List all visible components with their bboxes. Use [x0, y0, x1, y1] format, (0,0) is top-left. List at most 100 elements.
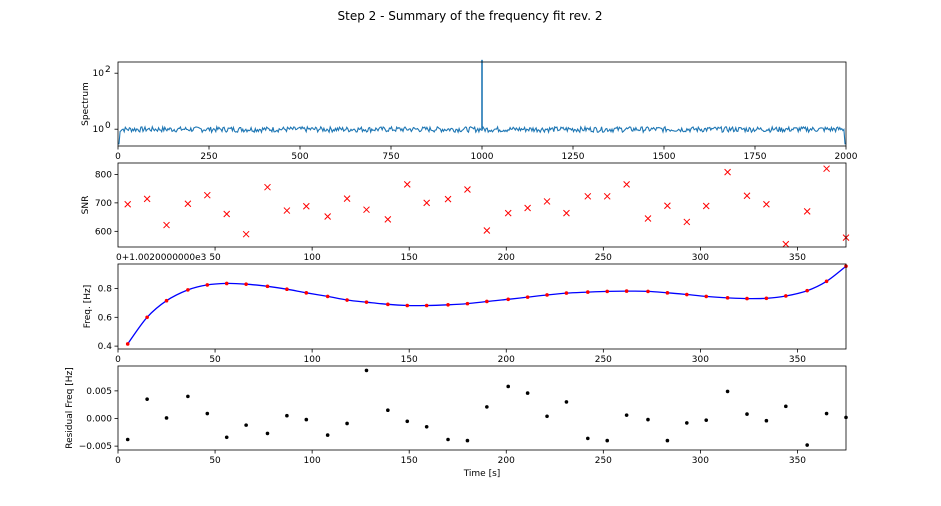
x-tick-label: 250: [200, 152, 217, 162]
snr-point: [543, 198, 551, 205]
x-tick-label: 350: [789, 355, 806, 365]
residual-point: [186, 394, 190, 399]
y-tick-label: 10: [93, 125, 105, 135]
residual-point: [586, 436, 590, 441]
residual-point: [725, 389, 730, 394]
snr-point: [483, 227, 491, 234]
frequency-point: [745, 296, 749, 301]
x-tick-label: 350: [789, 456, 806, 466]
frequency-point: [605, 289, 610, 294]
frequency-point: [525, 295, 530, 299]
residual-point: [685, 421, 689, 425]
residual-point: [304, 417, 309, 422]
frequency-point: [364, 300, 369, 304]
x-tick-label: 100: [304, 456, 321, 466]
residual-point: [405, 419, 410, 424]
x-offset-label: 0+1.0020000000e3: [116, 253, 206, 263]
snr-point: [683, 218, 691, 226]
frequency-point: [205, 283, 210, 287]
residual-point: [624, 413, 629, 417]
y-tick-exponent: 2: [105, 65, 111, 75]
residual-point: [164, 416, 169, 420]
snr-point: [464, 186, 471, 193]
frequency-point: [446, 302, 450, 307]
snr-point: [423, 199, 431, 207]
residual-point: [745, 412, 749, 416]
residual-point: [446, 437, 450, 442]
frequency-point: [424, 303, 429, 308]
snr-point: [343, 195, 351, 202]
frequency-point: [624, 289, 629, 293]
frequency-point: [564, 291, 569, 295]
y-tick-label: 700: [95, 199, 112, 209]
x-tick-label: 0: [115, 152, 121, 162]
x-tick-label: 150: [401, 355, 418, 365]
frequency-point: [704, 294, 709, 299]
residual-point: [224, 435, 229, 440]
residual-point: [564, 400, 569, 404]
x-tick-label: 300: [692, 253, 709, 263]
residual-point: [525, 391, 530, 395]
frequency-point: [224, 281, 229, 286]
snr-point: [184, 200, 192, 208]
frequency-point: [345, 298, 349, 302]
x-tick-label: 250: [595, 456, 612, 466]
frequency-point: [465, 301, 470, 306]
x-tick-label: 300: [692, 355, 709, 365]
residual-point: [665, 438, 670, 443]
x-tick-label: 150: [401, 253, 418, 263]
x-tick-label: 2000: [835, 152, 858, 162]
snr-point: [603, 192, 611, 200]
y-tick-label: −0.005: [79, 442, 112, 452]
residual-point: [205, 411, 210, 416]
residual-point: [285, 413, 289, 418]
frequency-point: [164, 298, 169, 303]
x-tick-label: 250: [595, 253, 612, 263]
x-tick-label: 50: [209, 253, 221, 263]
frequency-point: [764, 296, 769, 301]
y-tick-label: 0.8: [98, 284, 113, 294]
snr-point: [644, 215, 652, 222]
x-tick-label: 300: [692, 456, 709, 466]
snr-point: [743, 192, 751, 200]
x-tick-label: 0: [115, 456, 121, 466]
x-tick-label: 1500: [653, 152, 676, 162]
snr-point: [242, 230, 250, 238]
y-axis-label: Spectrum: [81, 82, 91, 126]
figure-title: Step 2 - Summary of the frequency fit re…: [338, 9, 603, 23]
x-tick-label: 200: [498, 456, 515, 466]
residual-point: [704, 418, 709, 422]
frequency-point: [485, 299, 489, 304]
frequency-point: [125, 342, 130, 346]
residual-point: [805, 443, 809, 447]
y-tick-label: 0.4: [98, 342, 113, 352]
frequency-fit-line: [127, 265, 847, 345]
residual-panel: −0.005 0.000 0.005 0 50 100 150 200 250 300 350 Res…: [65, 365, 848, 479]
snr-point: [203, 191, 211, 199]
snr-point: [823, 165, 830, 173]
snr-point: [563, 209, 570, 217]
frequency-point: [805, 288, 809, 293]
frequency-point: [405, 303, 410, 308]
y-tick-exponent: 0: [105, 121, 111, 131]
residual-point: [145, 397, 149, 401]
snr-point: [584, 192, 592, 200]
residual-point: [364, 368, 369, 373]
snr-point: [363, 206, 370, 214]
residual-point: [265, 431, 270, 436]
frequency-point: [725, 296, 730, 300]
snr-point: [664, 202, 671, 210]
spectrum-panel: 10 010 20 250 500 750 1000 1250 1500 1750 2000Spec…: [81, 59, 858, 162]
snr-point: [763, 200, 770, 208]
snr-point: [524, 204, 531, 212]
x-tick-label: 750: [382, 152, 399, 162]
x-tick-label: 50: [209, 456, 221, 466]
snr-point: [324, 213, 332, 220]
axes-frame: [117, 365, 847, 451]
snr-point: [264, 183, 271, 191]
snr-point: [384, 216, 392, 223]
x-tick-label: 200: [498, 253, 515, 263]
y-tick-label: 0.005: [86, 387, 112, 397]
residual-point: [764, 418, 769, 423]
